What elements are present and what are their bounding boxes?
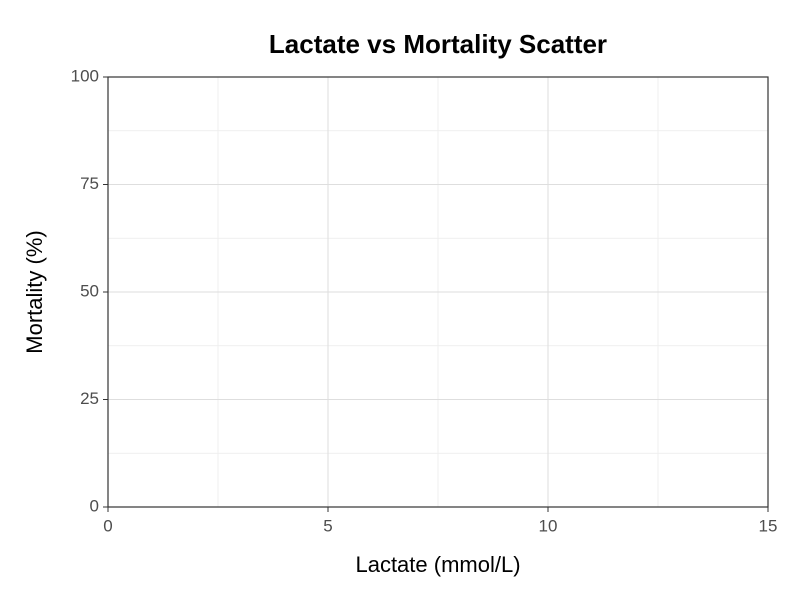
x-tick-label: 5 — [323, 516, 332, 535]
x-tick-label: 15 — [759, 516, 778, 535]
y-tick-label: 25 — [80, 389, 99, 408]
y-axis-label: Mortality (%) — [22, 230, 47, 353]
plot-border — [107, 76, 769, 508]
y-tick-label: 50 — [80, 281, 99, 300]
x-tick-label: 10 — [539, 516, 558, 535]
x-tick-label: 0 — [103, 516, 112, 535]
y-tick-label: 75 — [80, 174, 99, 193]
y-tick-label: 0 — [90, 496, 99, 515]
chart-title: Lactate vs Mortality Scatter — [269, 29, 607, 59]
x-axis-label: Lactate (mmol/L) — [355, 552, 520, 577]
y-tick-label: 100 — [71, 66, 99, 85]
